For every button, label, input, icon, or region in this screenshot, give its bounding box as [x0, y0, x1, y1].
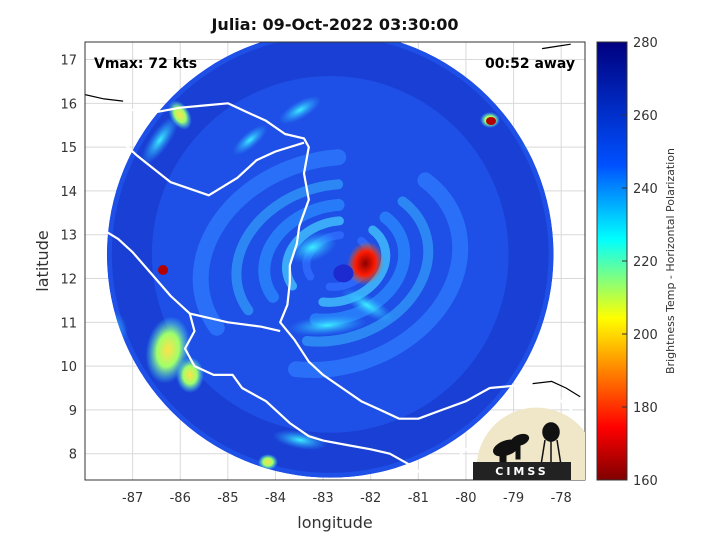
- colombia-coast: [513, 382, 585, 424]
- colorbar-label: Brightness Temp - Horizontal Polarizatio…: [664, 148, 677, 374]
- yellow-cell: [258, 454, 278, 470]
- x-axis-label: longitude: [297, 513, 372, 532]
- cyan-cell: [272, 429, 328, 451]
- x-tick-label: -83: [312, 491, 333, 506]
- y-tick-label: 11: [60, 316, 77, 331]
- colorbar-tick-label: 280: [633, 36, 658, 51]
- y-tick-label: 10: [60, 360, 77, 375]
- yellow-cell: [176, 357, 204, 393]
- x-tick-label: -80: [455, 491, 476, 506]
- x-tick-label: -84: [265, 491, 286, 506]
- water-tower-icon: [540, 422, 562, 466]
- colorbar-tick-label: 220: [633, 255, 658, 270]
- logo-text: CIMSS: [495, 465, 548, 478]
- vmax-annotation: Vmax: 72 kts: [94, 56, 197, 72]
- satellite-dish-icon: [493, 433, 530, 465]
- colombia-coast-outside: [532, 380, 581, 398]
- jamaica-coast: [542, 43, 571, 50]
- cyan-cell: [140, 114, 180, 166]
- colorbar-tick-label: 180: [633, 401, 658, 416]
- plot-frame: [84, 41, 586, 481]
- cyan-cell: [232, 124, 268, 156]
- logo-banner: [473, 462, 571, 480]
- x-tick-label: -87: [122, 491, 143, 506]
- rain-band: [192, 148, 469, 379]
- cyan-cell: [287, 231, 338, 264]
- warm-cell: [486, 117, 496, 125]
- cyan-cell: [278, 95, 322, 125]
- cyan-cell: [287, 314, 368, 336]
- y-tick-label: 12: [60, 273, 77, 288]
- colorbar-ticks: 160 180 200 220 240 260 280: [622, 36, 658, 489]
- y-tick-label: 8: [69, 448, 77, 463]
- y-axis-label: latitude: [33, 230, 52, 291]
- y-tick-label: 14: [60, 185, 77, 200]
- chart-title: Julia: 09-Oct-2022 03:30:00: [210, 15, 458, 34]
- colorbar-tick-label: 160: [633, 474, 658, 489]
- y-tick-label: 15: [60, 141, 77, 156]
- colorbar-tick-label: 240: [633, 182, 658, 197]
- rain-bands: [192, 148, 469, 379]
- rain-band: [231, 179, 434, 347]
- y-tick-label: 17: [60, 54, 77, 69]
- x-tick-label: -86: [170, 491, 191, 506]
- eyewall-warm-region: [347, 241, 384, 286]
- outer-band: [111, 42, 549, 473]
- warm-cell: [158, 265, 168, 275]
- eye: [333, 264, 354, 283]
- rain-band: [258, 198, 411, 326]
- microwave-swath: [106, 42, 554, 478]
- y-tick-label: 9: [69, 404, 77, 419]
- x-tick-labels: -87 -86 -85 -84 -83 -82 -81 -80 -79 -78: [122, 491, 572, 506]
- x-tick-label: -85: [217, 491, 238, 506]
- central-america-coast-outside: [85, 94, 124, 102]
- x-tick-label: -78: [551, 491, 572, 506]
- x-tick-label: -79: [503, 491, 524, 506]
- cimss-logo: CIMSS: [473, 407, 585, 480]
- x-tick-label: -81: [408, 491, 429, 506]
- central-america-coast: [85, 102, 557, 442]
- colorbar-tick-label: 200: [633, 328, 658, 343]
- swath-layer: [106, 42, 554, 478]
- y-tick-labels: 8 9 10 11 12 13 14 15 16 17: [60, 54, 77, 463]
- y-tick-label: 13: [60, 229, 77, 244]
- cyan-cell: [340, 288, 394, 323]
- time-away-annotation: 00:52 away: [485, 56, 575, 72]
- colorbar-tick-label: 260: [633, 109, 658, 124]
- y-tick-label: 16: [60, 97, 77, 112]
- x-tick-label: -82: [360, 491, 381, 506]
